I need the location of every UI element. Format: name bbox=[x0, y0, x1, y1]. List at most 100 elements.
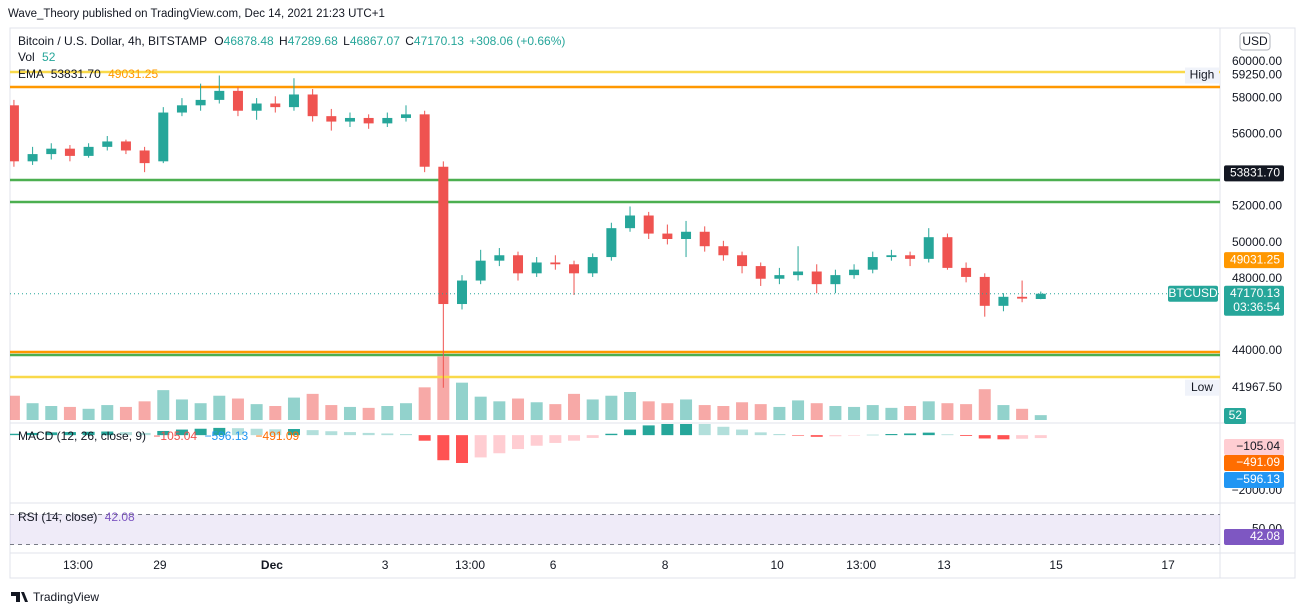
low-value: 41967.50 bbox=[1232, 380, 1282, 394]
ohlc-value: 47170.13 bbox=[414, 34, 464, 48]
volume-bar bbox=[922, 401, 935, 420]
macd-histogram-bar bbox=[736, 429, 749, 436]
candle-body bbox=[102, 141, 113, 147]
rsi-value: 42.08 bbox=[105, 510, 135, 524]
candle-body bbox=[64, 148, 75, 156]
price-tick-label: 58000.00 bbox=[1232, 90, 1282, 104]
published-note: Wave_Theory published on TradingView.com… bbox=[8, 8, 385, 20]
price-tick-label: 44000.00 bbox=[1232, 343, 1282, 357]
macd-value: −596.13 bbox=[204, 429, 248, 443]
volume-bar bbox=[381, 406, 394, 420]
time-tick-label: 17 bbox=[1161, 558, 1175, 572]
volume-bar bbox=[661, 403, 674, 420]
time-tick-label: 29 bbox=[153, 558, 167, 572]
volume-bar bbox=[512, 398, 525, 420]
candle-body bbox=[886, 255, 897, 258]
candle-body bbox=[1017, 296, 1028, 299]
logo-text: TradingView bbox=[33, 590, 99, 604]
macd-histogram-bar bbox=[997, 435, 1010, 440]
volume-bar bbox=[642, 401, 655, 420]
volume-bar bbox=[586, 399, 599, 420]
time-tick-label: 3 bbox=[382, 558, 389, 572]
currency-button[interactable] bbox=[1239, 32, 1271, 51]
symbol-badge: BTCUSD bbox=[1168, 286, 1218, 300]
volume-bar bbox=[157, 390, 170, 420]
candle-body bbox=[961, 267, 972, 277]
countdown: 03:36:54 bbox=[1233, 300, 1280, 314]
price-tick-label: 60000.00 bbox=[1232, 54, 1282, 68]
price-pane bbox=[10, 70, 1220, 420]
candle-body bbox=[232, 90, 243, 111]
candle-body bbox=[699, 231, 710, 247]
macd-histogram-bar bbox=[437, 435, 450, 461]
macd-histogram-bar bbox=[474, 435, 487, 458]
volume-value: 52 bbox=[42, 50, 56, 64]
macd-histogram-bar bbox=[586, 435, 599, 438]
ohlc-key: O bbox=[214, 34, 223, 48]
ohlc-key: H bbox=[279, 34, 288, 48]
volume-bar bbox=[736, 402, 749, 420]
ema-badge-bg bbox=[1224, 252, 1284, 269]
candle-body bbox=[569, 264, 580, 274]
volume-legend: Vol 52 bbox=[18, 50, 56, 64]
volume-bar bbox=[213, 395, 226, 420]
macd-histogram-bar bbox=[512, 435, 525, 450]
macd-histogram-bar bbox=[455, 435, 468, 463]
macd-histogram-bar bbox=[362, 432, 375, 436]
candle-body bbox=[158, 112, 169, 162]
candle-body bbox=[643, 215, 654, 234]
candle-body bbox=[681, 231, 692, 239]
currency-label[interactable]: USD bbox=[1242, 34, 1268, 48]
candle-body bbox=[46, 148, 57, 155]
macd-value: −105.04 bbox=[153, 429, 197, 443]
volume-bar bbox=[362, 407, 375, 420]
volume-bar bbox=[474, 396, 487, 420]
volume-bar bbox=[325, 405, 338, 420]
macd-histogram-bar bbox=[698, 424, 711, 436]
macd-histogram-bar bbox=[754, 432, 767, 436]
volume-bar bbox=[810, 403, 823, 420]
footer-logo: TradingView bbox=[11, 590, 99, 604]
macd-histogram-bar bbox=[325, 431, 338, 436]
candle-body bbox=[737, 255, 748, 267]
ema-badge-bg bbox=[1224, 165, 1284, 182]
rsi-band bbox=[10, 514, 1220, 545]
price-tick-label: 50000.00 bbox=[1232, 235, 1282, 249]
candle-body bbox=[998, 296, 1009, 306]
volume-bar bbox=[549, 404, 562, 420]
macd-histogram-bar bbox=[773, 434, 786, 436]
ohlc-key: L bbox=[343, 34, 350, 48]
candle-body bbox=[176, 105, 187, 113]
macd-histogram-bar bbox=[642, 425, 655, 436]
volume-bar bbox=[82, 408, 95, 420]
time-tick-label: 13:00 bbox=[63, 558, 93, 572]
macd-histogram-bar bbox=[63, 432, 76, 436]
macd-histogram-bar bbox=[269, 429, 282, 436]
ema-legend: EMA 53831.70 49031.25 bbox=[18, 67, 158, 81]
low-tag-bg bbox=[1185, 379, 1219, 396]
volume-bar bbox=[101, 405, 114, 420]
macd-histogram-bar bbox=[26, 432, 39, 436]
price-tick-label: 56000.00 bbox=[1232, 126, 1282, 140]
macd-histogram-bar bbox=[194, 428, 207, 436]
macd-histogram-bar bbox=[530, 435, 543, 446]
macd-histogram-bar bbox=[231, 428, 244, 436]
candle-body bbox=[849, 269, 860, 276]
macd-histogram-bar bbox=[101, 431, 114, 436]
ohlc-key: C bbox=[405, 34, 414, 48]
macd-histogram-bar bbox=[306, 430, 319, 436]
volume-bar bbox=[306, 393, 319, 420]
volume-bar bbox=[493, 401, 506, 420]
macd-histogram-bar bbox=[661, 424, 674, 436]
macd-histogram-bar bbox=[717, 426, 730, 436]
volume-bar bbox=[829, 406, 842, 420]
candle-body bbox=[288, 94, 299, 108]
candle-body bbox=[811, 271, 822, 285]
volume-bar bbox=[754, 404, 767, 420]
candle-body bbox=[10, 105, 19, 162]
time-tick-label: Dec bbox=[261, 558, 283, 572]
ohlc-value: 46867.07 bbox=[350, 34, 400, 48]
volume-bar bbox=[680, 399, 693, 420]
macd-histogram-bar bbox=[343, 432, 356, 436]
